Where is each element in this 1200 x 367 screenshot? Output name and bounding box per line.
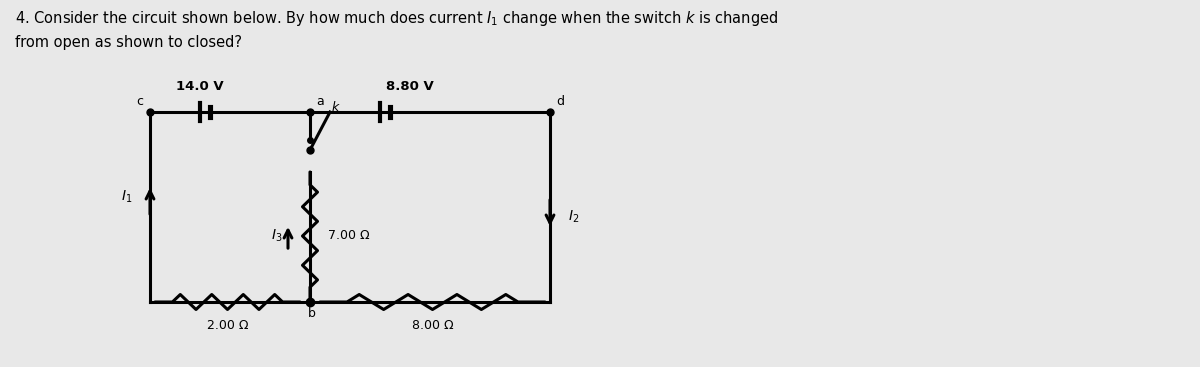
Text: 7.00 Ω: 7.00 Ω (328, 229, 370, 243)
Text: b: b (308, 307, 316, 320)
Text: 8.80 V: 8.80 V (386, 80, 434, 93)
Text: 2.00 Ω: 2.00 Ω (206, 319, 248, 332)
Text: $I_1$: $I_1$ (121, 189, 132, 205)
Text: a: a (316, 95, 324, 108)
Text: $I_2$: $I_2$ (568, 209, 580, 225)
Text: k: k (332, 101, 340, 114)
Text: from open as shown to closed?: from open as shown to closed? (14, 35, 242, 50)
Text: 8.00 Ω: 8.00 Ω (412, 319, 454, 332)
Text: $I_3$: $I_3$ (270, 228, 282, 244)
Text: d: d (556, 95, 564, 108)
Text: 14.0 V: 14.0 V (176, 80, 224, 93)
Text: c: c (136, 95, 143, 108)
Text: 4. Consider the circuit shown below. By how much does current $I_1$ change when : 4. Consider the circuit shown below. By … (14, 9, 779, 28)
